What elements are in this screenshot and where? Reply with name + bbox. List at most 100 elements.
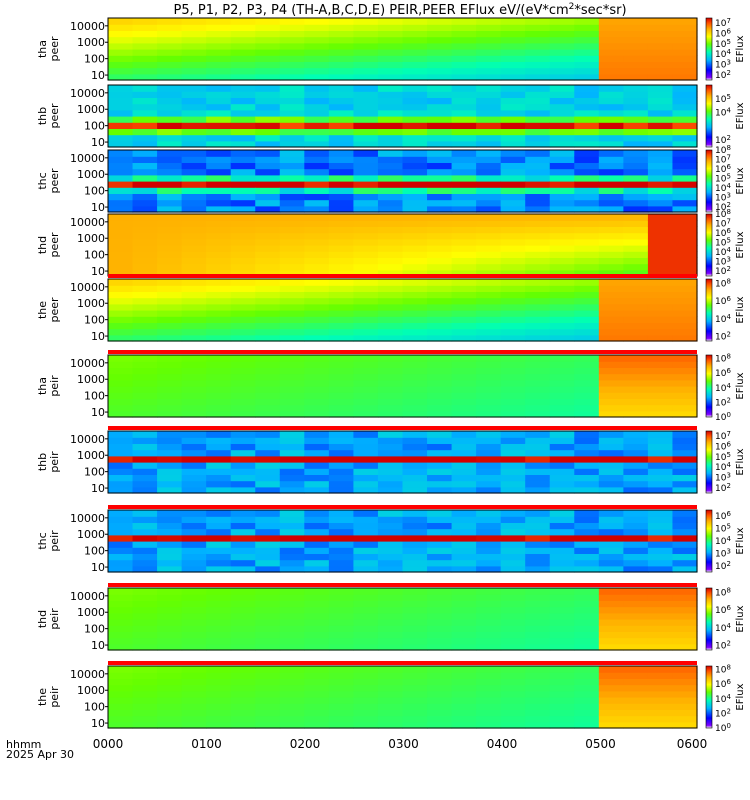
heatmap-cell (206, 559, 232, 567)
heatmap-cell (549, 303, 575, 311)
heatmap-cell (181, 480, 207, 488)
heatmap-cell (132, 85, 158, 92)
heatmap-cell (132, 226, 158, 234)
heatmap-cell (132, 541, 158, 548)
heatmap-cell (353, 49, 379, 56)
y-axis-label-species: peir (48, 608, 61, 630)
heatmap-cell (500, 392, 526, 399)
heatmap-cell (230, 134, 256, 142)
heatmap-cell (402, 103, 428, 111)
y-tick-label: 10 (91, 330, 105, 343)
heatmap-cell (476, 85, 502, 92)
heatmap-cell (549, 168, 575, 176)
heatmap-cell (672, 541, 698, 548)
heatmap-cell (476, 297, 502, 305)
heatmap-cell (108, 559, 134, 567)
heatmap-cell (525, 128, 551, 136)
heatmap-cell (206, 462, 232, 469)
heatmap-cell (525, 199, 551, 207)
heatmap-cell (623, 553, 649, 561)
heatmap-cell (230, 637, 256, 645)
heatmap-cell (157, 619, 183, 626)
heatmap-cell (574, 91, 600, 98)
heatmap-cell (181, 355, 207, 362)
heatmap-cell (108, 322, 134, 330)
heatmap-cell (574, 156, 600, 163)
heatmap-cell (377, 174, 404, 182)
heatmap-cell (108, 263, 134, 271)
heatmap-cell (427, 36, 453, 44)
heatmap-cell (427, 174, 453, 182)
heatmap-cell (206, 322, 232, 330)
heatmap-cell (451, 269, 477, 277)
heatmap-cell (574, 168, 600, 176)
heatmap-cell (377, 220, 404, 227)
heatmap-cell (402, 625, 428, 632)
heatmap-cell (304, 355, 330, 362)
heatmap-cell (181, 721, 207, 729)
heatmap-cell (549, 103, 575, 111)
heatmap-cell (476, 721, 502, 729)
heatmap-cell (132, 709, 158, 717)
heatmap-cell (672, 251, 698, 258)
heatmap-cell (328, 49, 355, 56)
colorbar-tick-label: 106 (715, 295, 731, 307)
heatmap-cell (157, 486, 183, 494)
heatmap-cell (230, 269, 256, 277)
heatmap-cell (377, 67, 404, 75)
heatmap-cell (181, 97, 207, 105)
heatmap-cell (500, 361, 526, 368)
heatmap-cell (623, 379, 649, 387)
heatmap-cell (451, 214, 477, 221)
heatmap-cell (255, 316, 281, 323)
heatmap-cell (672, 666, 698, 673)
heatmap-cell (279, 245, 305, 252)
heatmap-cell (279, 588, 305, 595)
heatmap-cell (328, 199, 355, 207)
heatmap-cell (108, 678, 134, 686)
heatmap-cell (402, 619, 428, 626)
heatmap-cell (328, 116, 355, 123)
heatmap-cell (157, 684, 183, 692)
heatmap-cell (108, 285, 134, 292)
heatmap-cell (304, 316, 330, 323)
heatmap-cell (230, 168, 256, 176)
heatmap-cell (500, 49, 526, 56)
heatmap-cell (525, 612, 551, 620)
heatmap-cell (230, 547, 256, 554)
heatmap-cell (549, 257, 575, 265)
heatmap-cell (549, 310, 575, 317)
heatmap-cell (427, 85, 453, 92)
heatmap-cell (255, 522, 281, 530)
heatmap-cell (132, 410, 158, 418)
heatmap-cell (230, 684, 256, 692)
heatmap-cell (279, 85, 305, 92)
heatmap-cell (451, 480, 477, 488)
heatmap-cell (181, 55, 207, 62)
heatmap-cell (427, 392, 453, 399)
heatmap-cell (525, 24, 551, 31)
heatmap-cell (304, 238, 330, 246)
heatmap-cell (206, 386, 232, 393)
heatmap-cell (230, 361, 256, 368)
heatmap-cell (647, 67, 674, 75)
heatmap-cell (623, 36, 649, 44)
heatmap-cell (181, 553, 207, 561)
heatmap-cell (108, 404, 134, 412)
heatmap-cell (255, 534, 281, 542)
heatmap-cell (402, 334, 428, 342)
heatmap-cell (353, 559, 379, 567)
heatmap-cell (672, 156, 698, 163)
heatmap-cell (206, 134, 232, 142)
heatmap-cell (255, 181, 281, 188)
heatmap-cell (623, 534, 649, 542)
heatmap-cell (230, 97, 256, 105)
heatmap-cell (255, 42, 281, 50)
heatmap-cell (574, 187, 600, 194)
heatmap-cell (598, 565, 624, 573)
panel-frame (107, 149, 698, 213)
heatmap-cell (500, 709, 526, 717)
heatmap-cell (598, 245, 624, 252)
panel-frame (107, 509, 698, 573)
heatmap-cell (132, 279, 158, 286)
